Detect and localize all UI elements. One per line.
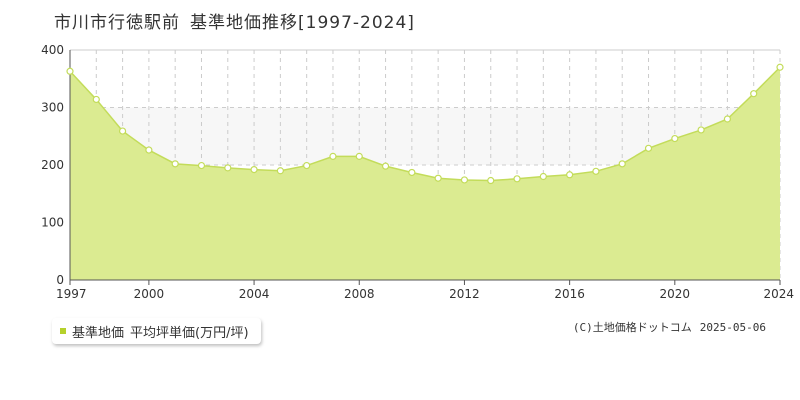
data-point	[66, 67, 74, 75]
x-tick-label: 1997	[56, 287, 87, 301]
series-line	[69, 66, 781, 182]
legend: 基準地価 平均坪単価(万円/坪)	[52, 318, 261, 344]
y-tick-label: 100	[41, 216, 64, 230]
x-tick-label: 2020	[660, 287, 691, 301]
data-point	[671, 134, 679, 143]
data-point	[697, 126, 705, 134]
credit-source: (C)土地価格ドットコム	[572, 321, 692, 334]
y-tick-label: 300	[41, 101, 64, 115]
data-point	[487, 176, 495, 185]
data-point	[644, 144, 653, 152]
data-point	[618, 160, 626, 168]
data-point	[92, 95, 100, 104]
data-point	[355, 152, 363, 160]
data-point	[513, 175, 521, 183]
data-point	[750, 90, 758, 98]
credit: (C)土地価格ドットコム 2025-05-06	[573, 319, 766, 335]
data-point	[171, 160, 179, 168]
y-tick-label: 0	[56, 273, 64, 287]
data-point	[250, 166, 258, 174]
data-point	[566, 171, 574, 179]
data-point	[776, 63, 784, 71]
chart-title: 市川市行徳駅前 基準地価推移[1997-2024]	[54, 8, 415, 33]
y-tick-label: 400	[41, 43, 64, 57]
x-tick-label: 2024	[763, 287, 794, 301]
title-subject: 基準地価推移[1997-2024]	[190, 13, 415, 33]
series-area	[70, 67, 780, 280]
data-point	[118, 127, 127, 135]
data-point	[460, 176, 469, 184]
data-point	[381, 162, 390, 170]
x-tick-label: 2012	[449, 287, 480, 301]
x-tick-label: 2000	[134, 287, 165, 301]
data-point	[434, 174, 442, 182]
x-tick-label: 2008	[344, 287, 375, 301]
data-point	[592, 167, 600, 175]
data-point	[303, 161, 311, 170]
title-station: 市川市行徳駅前	[54, 13, 180, 33]
data-point	[224, 164, 232, 172]
legend-unit: 平均坪単価(万円/坪)	[130, 325, 249, 341]
data-point	[276, 167, 284, 175]
legend-label: 基準地価	[72, 325, 125, 341]
data-point	[539, 172, 547, 181]
data-point	[408, 168, 416, 177]
data-point	[145, 146, 153, 154]
y-tick-label: 200	[41, 158, 64, 172]
data-point	[197, 161, 206, 170]
legend-swatch	[60, 328, 66, 334]
x-tick-label: 2016	[554, 287, 585, 301]
data-point	[329, 152, 337, 160]
credit-date: 2025-05-06	[699, 321, 766, 334]
data-point	[723, 115, 732, 123]
x-tick-label: 2004	[239, 287, 270, 301]
